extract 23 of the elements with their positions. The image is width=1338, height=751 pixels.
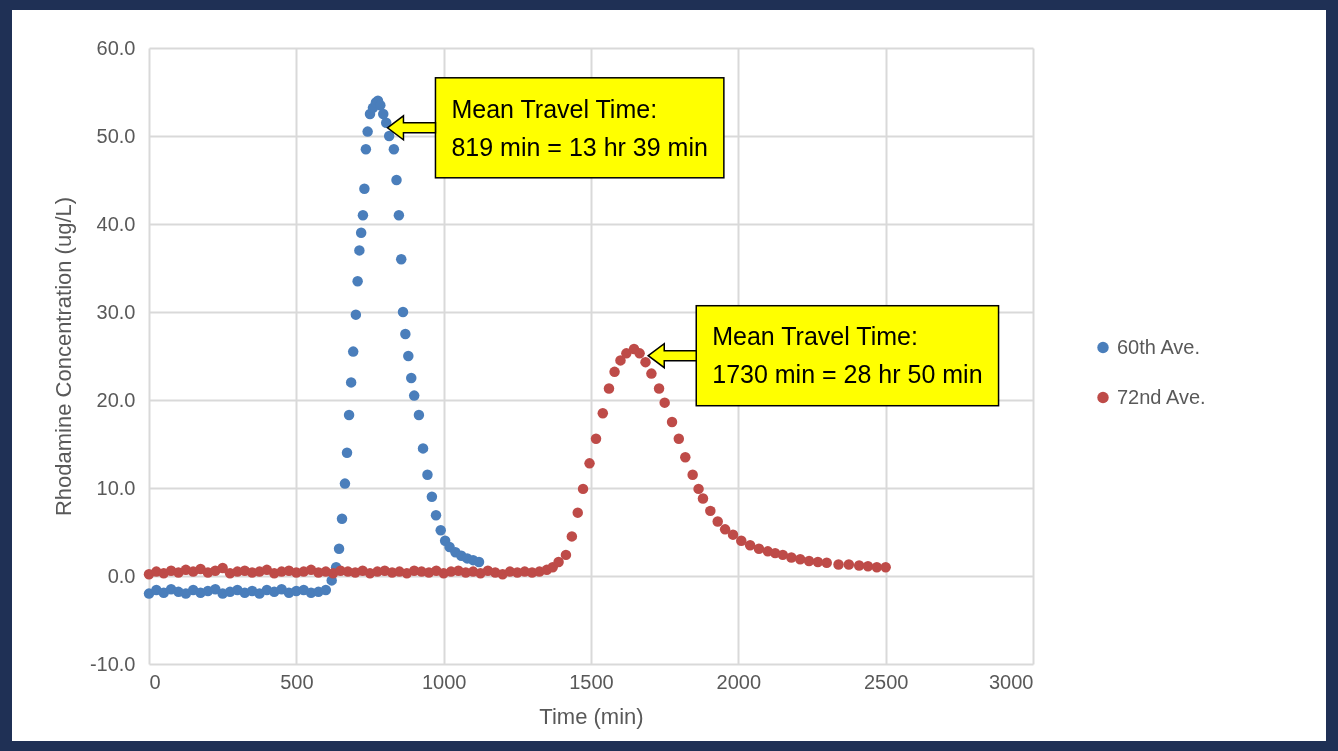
y-tick-label: 60.0 [96, 36, 136, 59]
x-tick-label: 0 [149, 670, 161, 693]
x-tick-label: 1500 [569, 670, 614, 693]
y-tick-label: 10.0 [96, 476, 136, 499]
legend-label: 72nd Ave. [1117, 385, 1206, 408]
x-axis-title: Time (min) [539, 703, 644, 729]
y-tick-label: 30.0 [96, 300, 136, 323]
y-axis-title: Rhodamine Concentration (ug/L) [50, 196, 76, 517]
y-tick-label: 40.0 [96, 212, 136, 235]
x-tick-label: 3000 [989, 670, 1034, 693]
y-tick-label: -10.0 [89, 652, 136, 675]
x-tick-label: 500 [280, 670, 314, 693]
annotation: Mean Travel Time: 1730 min = 28 hr 50 min [712, 322, 983, 389]
x-tick-label: 2500 [863, 670, 909, 693]
y-tick-label: 20.0 [96, 388, 136, 411]
annotation: Mean Travel Time: 819 min = 13 hr 39 min [451, 94, 708, 161]
legend-label: 60th Ave. [1117, 335, 1201, 358]
callout: Mean Travel Time: 1730 min = 28 hr 50 min [695, 304, 1000, 407]
x-tick-label: 2000 [716, 670, 762, 693]
callout: Mean Travel Time: 819 min = 13 hr 39 min [434, 77, 725, 179]
y-tick-label: 0.0 [107, 564, 136, 587]
y-tick-label: 50.0 [96, 124, 136, 147]
x-tick-label: 1000 [421, 670, 467, 693]
